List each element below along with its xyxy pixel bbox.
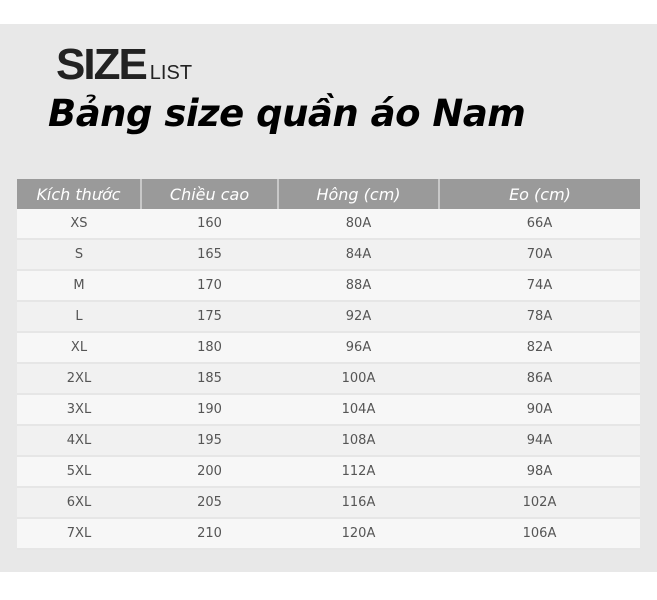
table-cell: 74A	[439, 270, 640, 302]
table-cell: 5XL	[17, 456, 141, 488]
table-cell: 90A	[439, 394, 640, 426]
table-cell: 96A	[278, 332, 439, 364]
table-header-row: Kích thước Chiều cao Hông (cm) Eo (cm)	[17, 179, 640, 209]
size-table: Kích thước Chiều cao Hông (cm) Eo (cm) XS 16…	[17, 179, 640, 550]
table-cell: 82A	[439, 332, 640, 364]
table-cell: 3XL	[17, 394, 141, 426]
table-cell: 70A	[439, 239, 640, 271]
table-cell: 160	[141, 209, 278, 240]
table-row: L 175 92A 78A	[17, 301, 640, 333]
table-row: 5XL 200 112A 98A	[17, 456, 640, 488]
table-cell: 116A	[278, 487, 439, 519]
column-header: Chiều cao	[141, 179, 279, 209]
table-cell: 2XL	[17, 363, 141, 395]
table-row: M 170 88A 74A	[17, 270, 640, 302]
table-row: S 165 84A 70A	[17, 239, 640, 271]
table-cell: 200	[141, 456, 278, 488]
table-cell: 86A	[439, 363, 640, 395]
table-cell: 80A	[278, 209, 439, 240]
table-cell: 205	[141, 487, 278, 519]
table-cell: 84A	[278, 239, 439, 271]
table-cell: 112A	[278, 456, 439, 488]
table-cell: 92A	[278, 301, 439, 333]
logo-list-text: LIST	[149, 62, 193, 84]
table-cell: 210	[141, 518, 278, 550]
table-cell: 78A	[439, 301, 640, 333]
table-cell: 100A	[278, 363, 439, 395]
table-cell: S	[17, 239, 141, 271]
table-cell: 6XL	[17, 487, 141, 519]
table-row: 7XL 210 120A 106A	[17, 518, 640, 550]
table-row: 6XL 205 116A 102A	[17, 487, 640, 519]
table-cell: 170	[141, 270, 278, 302]
table-cell: 88A	[278, 270, 439, 302]
table-row: XS 160 80A 66A	[17, 209, 640, 240]
column-header: Kích thước	[17, 179, 142, 209]
table-cell: M	[17, 270, 141, 302]
table-row: 4XL 195 108A 94A	[17, 425, 640, 457]
table-cell: 120A	[278, 518, 439, 550]
table-cell: 185	[141, 363, 278, 395]
table-cell: 102A	[439, 487, 640, 519]
table-cell: 108A	[278, 425, 439, 457]
table-cell: 180	[141, 332, 278, 364]
table-cell: XL	[17, 332, 141, 364]
table-cell: 165	[141, 239, 278, 271]
table-cell: 104A	[278, 394, 439, 426]
table-cell: L	[17, 301, 141, 333]
logo-size-text: SIZE	[56, 40, 148, 89]
table-row: 3XL 190 104A 90A	[17, 394, 640, 426]
table-cell: 4XL	[17, 425, 141, 457]
table-cell: 66A	[439, 209, 640, 240]
table-cell: XS	[17, 209, 141, 240]
table-cell: 175	[141, 301, 278, 333]
table-row: 2XL 185 100A 86A	[17, 363, 640, 395]
size-list-logo: SIZE LIST	[56, 40, 192, 90]
table-cell: 98A	[439, 456, 640, 488]
column-header: Eo (cm)	[439, 179, 640, 209]
column-header: Hông (cm)	[278, 179, 440, 209]
table-cell: 7XL	[17, 518, 141, 550]
table-cell: 106A	[439, 518, 640, 550]
table-row: XL 180 96A 82A	[17, 332, 640, 364]
table-cell: 94A	[439, 425, 640, 457]
page-title: Bảng size quần áo Nam	[48, 92, 526, 135]
table-cell: 195	[141, 425, 278, 457]
table-cell: 190	[141, 394, 278, 426]
